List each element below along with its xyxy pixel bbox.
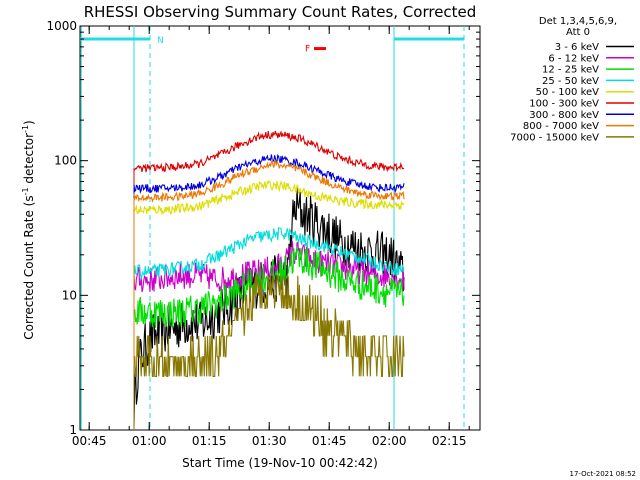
plot-frame (79, 25, 481, 431)
series-25-50keV (133, 227, 405, 281)
flare-label: F (305, 45, 310, 55)
legend-label: 50 - 100 keV (536, 87, 600, 98)
series-50-100keV (133, 180, 405, 216)
x-tick-label: 01:00 (132, 434, 167, 448)
x-tick-label: 02:00 (372, 434, 407, 448)
legend-label: 25 - 50 keV (542, 76, 599, 87)
series-7000-15000keV (134, 275, 405, 377)
legend-label: 3 - 6 keV (555, 42, 599, 53)
x-tick-label: 02:15 (432, 434, 467, 448)
legend-label: 7000 - 15000 keV (510, 132, 599, 143)
x-tick-label: 01:30 (252, 434, 287, 448)
x-tick-label: 01:15 (192, 434, 227, 448)
legend-label: 800 - 7000 keV (523, 121, 599, 132)
x-axis-label: Start Time (19-Nov-10 00:42:42) (182, 456, 378, 470)
axes-group: 00:45 01:00 01:15 01:30 01:45 02:00 02:15 1 10 10… (46, 19, 480, 448)
series-800-7000keV (133, 158, 405, 203)
x-tick-label: 01:45 (312, 434, 347, 448)
legend-header: Att 0 (566, 27, 590, 38)
y-tick-label: 10 (62, 288, 77, 302)
legend-label: 100 - 300 keV (529, 99, 599, 110)
generation-timestamp: 17-Oct-2021 08:52 (570, 470, 636, 478)
series-300-800keV (133, 153, 405, 194)
night-label: N (157, 36, 164, 46)
legend-label: 6 - 12 keV (548, 53, 599, 64)
legend-header: Det 1,3,4,5,6,9, (539, 16, 617, 27)
legend-label: 12 - 25 keV (542, 65, 599, 76)
series-100-300keV (133, 130, 405, 173)
y-tick-label: 1 (69, 423, 77, 437)
orbit-annotations: NF (80, 26, 465, 430)
series-group (133, 130, 405, 430)
y-tick-label: 100 (54, 154, 77, 168)
y-tick-label: 1000 (46, 19, 77, 33)
chart-title: RHESSI Observing Summary Count Rates, Co… (84, 3, 477, 21)
legend-label: 300 - 800 keV (529, 110, 599, 121)
x-tick-label: 00:45 (72, 434, 107, 448)
plot-area (79, 25, 481, 431)
y-axis-label: Corrected Count Rate (s-1 detector-1) (21, 120, 36, 339)
